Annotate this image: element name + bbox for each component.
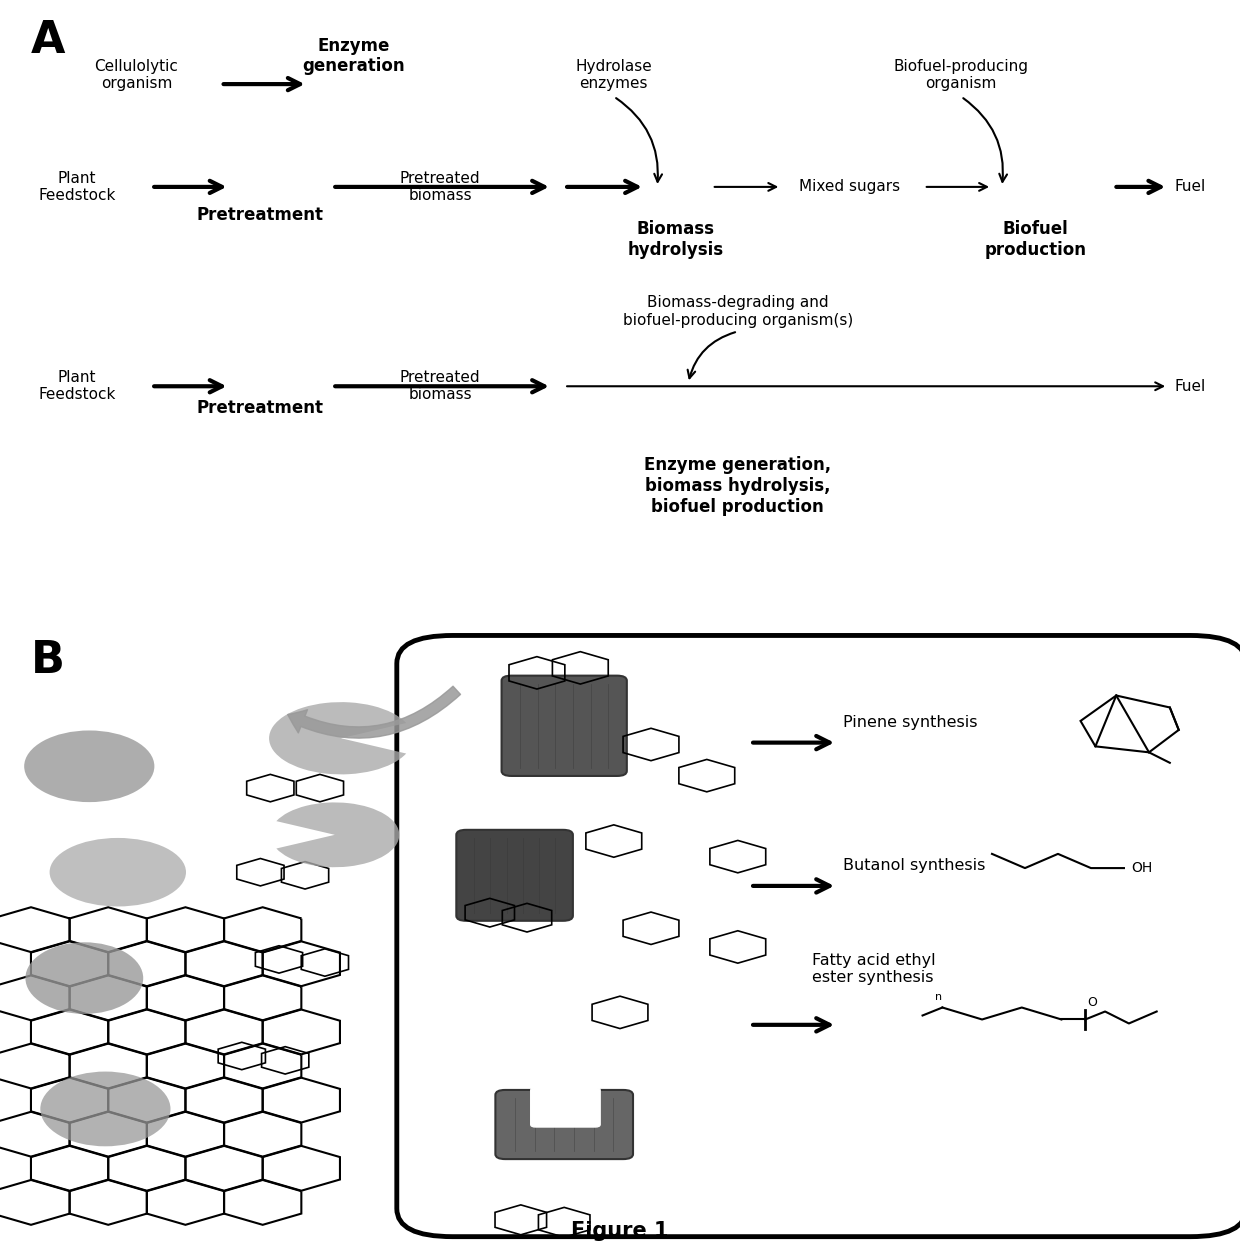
Text: Enzyme generation,
biomass hydrolysis,
biofuel production: Enzyme generation, biomass hydrolysis, b… (645, 456, 831, 516)
Text: Biofuel-producing
organism: Biofuel-producing organism (894, 59, 1028, 91)
Ellipse shape (24, 730, 154, 802)
Text: OH: OH (1131, 861, 1152, 875)
Text: Plant
Feedstock: Plant Feedstock (38, 370, 115, 402)
Text: Fuel: Fuel (1174, 379, 1207, 394)
Text: A: A (31, 19, 66, 62)
Ellipse shape (50, 837, 186, 907)
Text: Figure 1: Figure 1 (572, 1221, 668, 1241)
Text: O: O (1087, 996, 1097, 1008)
Wedge shape (277, 802, 399, 867)
FancyBboxPatch shape (496, 1090, 634, 1159)
Text: Hydrolase
enzymes: Hydrolase enzymes (575, 59, 652, 91)
Ellipse shape (41, 1072, 171, 1146)
Text: Fatty acid ethyl
ester synthesis: Fatty acid ethyl ester synthesis (812, 952, 936, 986)
FancyArrowPatch shape (288, 687, 460, 738)
Text: Biofuel
production: Biofuel production (985, 221, 1086, 259)
Text: Biomass-degrading and
biofuel-producing organism(s): Biomass-degrading and biofuel-producing … (622, 295, 853, 328)
Text: Cellulolytic
organism: Cellulolytic organism (94, 59, 179, 91)
FancyBboxPatch shape (456, 830, 573, 921)
Text: Fuel: Fuel (1174, 179, 1207, 194)
Text: Pretreated
biomass: Pretreated biomass (399, 370, 481, 402)
Text: Pretreated
biomass: Pretreated biomass (399, 171, 481, 203)
Text: Mixed sugars: Mixed sugars (799, 179, 900, 194)
Text: Biomass
hydrolysis: Biomass hydrolysis (627, 221, 724, 259)
Text: Enzyme
generation: Enzyme generation (303, 36, 404, 76)
Text: n: n (935, 992, 942, 1002)
Text: Pretreatment: Pretreatment (197, 206, 324, 224)
FancyBboxPatch shape (501, 675, 627, 776)
Text: Pretreatment: Pretreatment (197, 399, 324, 417)
Text: Plant
Feedstock: Plant Feedstock (38, 171, 115, 203)
Text: Butanol synthesis: Butanol synthesis (843, 858, 986, 873)
Ellipse shape (26, 942, 144, 1014)
Text: B: B (31, 639, 64, 682)
Text: Pinene synthesis: Pinene synthesis (843, 715, 977, 730)
Wedge shape (269, 703, 407, 774)
FancyBboxPatch shape (531, 1088, 600, 1126)
FancyBboxPatch shape (397, 635, 1240, 1236)
